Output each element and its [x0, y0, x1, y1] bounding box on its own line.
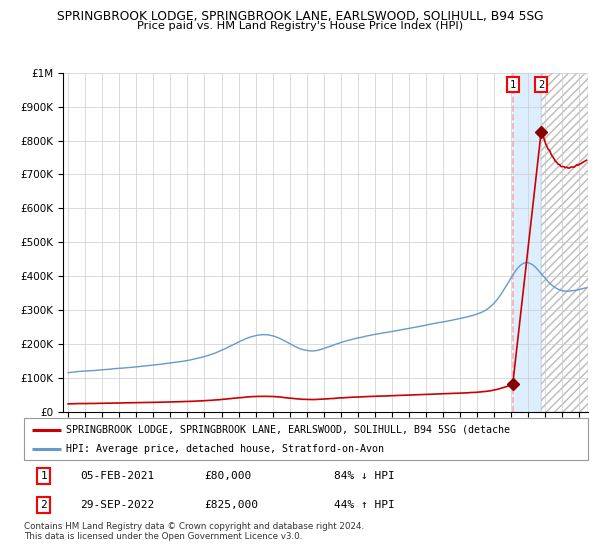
Text: SPRINGBROOK LODGE, SPRINGBROOK LANE, EARLSWOOD, SOLIHULL, B94 5SG (detache: SPRINGBROOK LODGE, SPRINGBROOK LANE, EAR…: [66, 424, 510, 435]
Text: 29-SEP-2022: 29-SEP-2022: [80, 500, 155, 510]
Text: 44% ↑ HPI: 44% ↑ HPI: [334, 500, 395, 510]
Text: £80,000: £80,000: [205, 472, 252, 481]
Text: Contains HM Land Registry data © Crown copyright and database right 2024.
This d: Contains HM Land Registry data © Crown c…: [24, 522, 364, 542]
FancyBboxPatch shape: [24, 418, 588, 460]
Text: 2: 2: [538, 80, 544, 90]
Text: 84% ↓ HPI: 84% ↓ HPI: [334, 472, 395, 481]
Text: 1: 1: [40, 472, 47, 481]
Text: 05-FEB-2021: 05-FEB-2021: [80, 472, 155, 481]
Bar: [513, 73, 541, 412]
Text: 1: 1: [510, 80, 516, 90]
Text: 2: 2: [40, 500, 47, 510]
Text: SPRINGBROOK LODGE, SPRINGBROOK LANE, EARLSWOOD, SOLIHULL, B94 5SG: SPRINGBROOK LODGE, SPRINGBROOK LANE, EAR…: [57, 10, 543, 23]
Text: Price paid vs. HM Land Registry's House Price Index (HPI): Price paid vs. HM Land Registry's House …: [137, 21, 463, 31]
Text: HPI: Average price, detached house, Stratford-on-Avon: HPI: Average price, detached house, Stra…: [66, 444, 385, 454]
Text: £825,000: £825,000: [205, 500, 259, 510]
